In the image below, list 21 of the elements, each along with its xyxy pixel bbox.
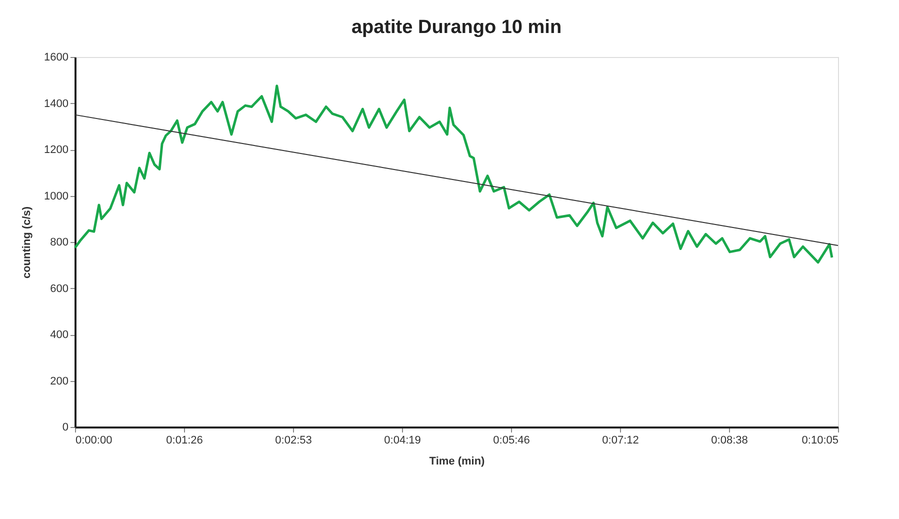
x-tick-label: 0:07:12	[602, 434, 639, 446]
x-axis-title: Time (min)	[429, 456, 486, 468]
x-tick-label: 0:02:53	[275, 434, 312, 446]
x-tick-label: 0:04:19	[384, 434, 421, 446]
line-series	[74, 84, 834, 264]
y-tick-label: 600	[50, 282, 68, 295]
x-tick-label: 0:08:38	[711, 434, 748, 446]
chart-title: apatite Durango 10 min	[351, 17, 562, 38]
y-tick-label: 400	[50, 329, 68, 341]
y-tick-label: 1400	[44, 98, 68, 110]
y-tick-label: 1600	[44, 52, 68, 64]
y-tick-label: 0	[62, 422, 68, 434]
x-tick-label: 0:01:26	[166, 434, 203, 446]
y-tick-label: 200	[50, 375, 68, 388]
y-tick-label: 800	[50, 236, 68, 248]
y-tick-label: 1000	[44, 190, 68, 202]
x-tick-label: 0:10:05	[802, 434, 838, 446]
y-tick-label: 1200	[44, 144, 68, 156]
y-axis-title: counting (c/s)	[21, 206, 34, 279]
x-tick-label: 0:00:00	[76, 434, 112, 446]
x-tick-label: 0:05:46	[493, 434, 530, 446]
